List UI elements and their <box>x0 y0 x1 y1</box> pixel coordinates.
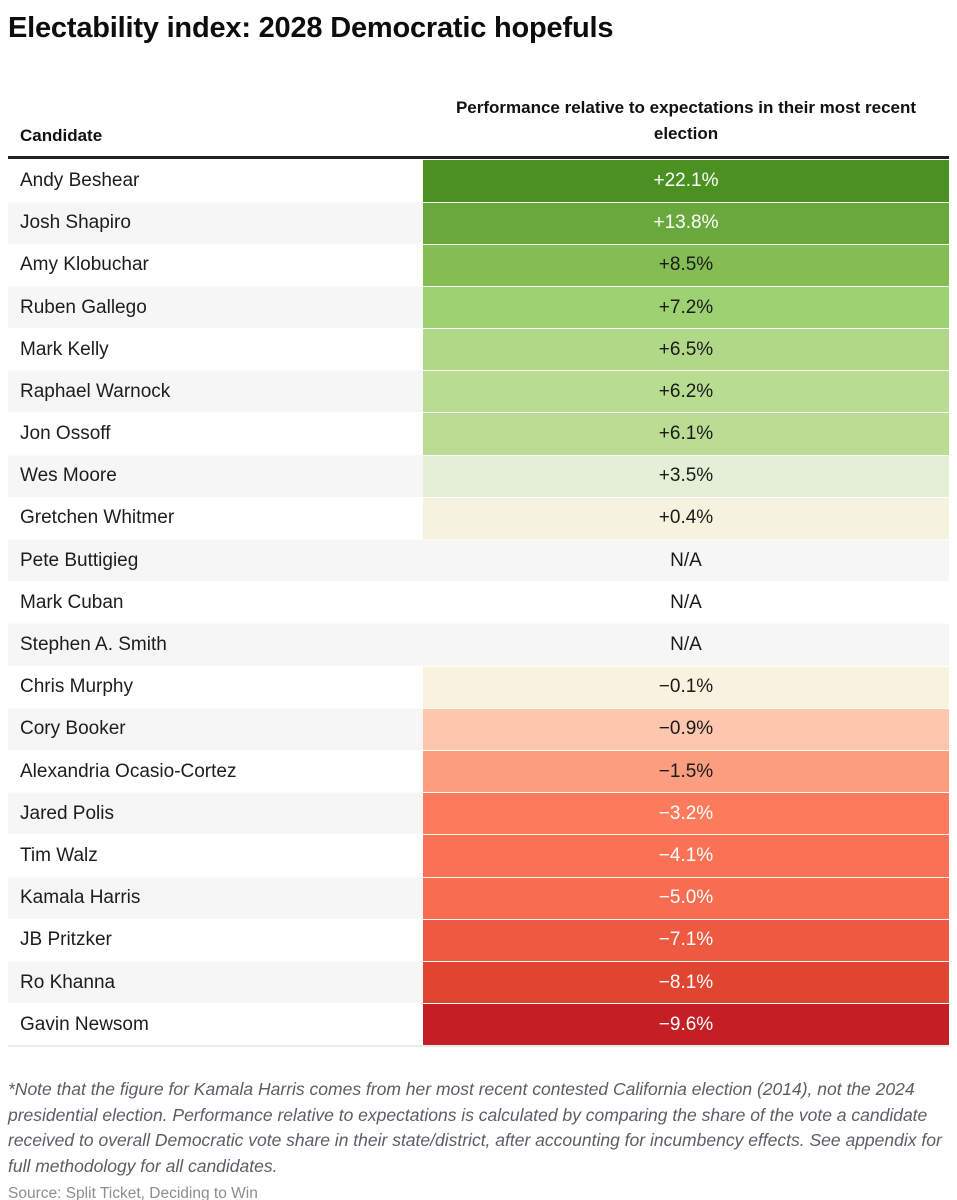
table-row: Ro Khanna −8.1% <box>8 960 949 1004</box>
performance-value-cell: +22.1% <box>423 160 949 202</box>
performance-value-cell: −3.2% <box>423 793 949 835</box>
table-row: Jon Ossoff +6.1% <box>8 412 949 455</box>
candidate-name: Ro Khanna <box>20 971 116 993</box>
performance-value-cell: +6.2% <box>423 371 949 413</box>
source-credit: Source: Split Ticket, Deciding to Win <box>8 1185 258 1200</box>
performance-value-cell: +13.8% <box>423 202 949 244</box>
candidate-name: Ruben Gallego <box>20 296 147 318</box>
performance-value-cell: −0.9% <box>423 708 949 750</box>
table-row: Wes Moore +3.5% <box>8 454 949 497</box>
candidate-name: Mark Cuban <box>20 591 124 613</box>
candidate-name: Jared Polis <box>20 802 114 824</box>
table-row: Mark Kelly +6.5% <box>8 328 949 371</box>
performance-value-cell: +8.5% <box>423 244 949 286</box>
candidate-name: Pete Buttigieg <box>20 549 139 571</box>
table-row: Cory Booker −0.9% <box>8 707 949 750</box>
candidate-name: Josh Shapiro <box>20 212 131 234</box>
performance-value-cell: N/A <box>670 634 702 655</box>
candidate-name: Cory Booker <box>20 718 126 740</box>
candidate-name: JB Pritzker <box>20 929 112 951</box>
table-row: Alexandria Ocasio-Cortez −1.5% <box>8 749 949 793</box>
table-row: Mark Cuban N/A <box>8 581 949 623</box>
performance-value-cell: +6.5% <box>423 329 949 371</box>
column-header-candidate: Candidate <box>20 126 103 146</box>
candidate-name: Gavin Newsom <box>20 1013 149 1035</box>
table-row: Ruben Gallego +7.2% <box>8 285 949 329</box>
table-row: JB Pritzker −7.1% <box>8 918 949 961</box>
chart-title: Electability index: 2028 Democratic hope… <box>8 12 614 44</box>
performance-value-cell: −5.0% <box>423 877 949 919</box>
candidate-name: Tim Walz <box>20 844 98 866</box>
table-row: Gretchen Whitmer +0.4% <box>8 496 949 540</box>
performance-value-cell: +7.2% <box>423 286 949 329</box>
table-row: Andy Beshear +22.1% <box>8 159 949 202</box>
candidate-name: Kamala Harris <box>20 887 141 909</box>
candidate-name: Gretchen Whitmer <box>20 507 175 529</box>
candidate-name: Mark Kelly <box>20 338 109 360</box>
performance-value-cell: −8.1% <box>423 961 949 1004</box>
candidate-name: Alexandria Ocasio-Cortez <box>20 760 237 782</box>
table-row: Pete Buttigieg N/A <box>8 539 949 582</box>
candidate-name: Stephen A. Smith <box>20 634 167 655</box>
table-row: Chris Murphy −0.1% <box>8 665 949 708</box>
performance-value-cell: −0.1% <box>423 666 949 708</box>
table-row: Tim Walz −4.1% <box>8 834 949 877</box>
table-body: Andy Beshear +22.1% Josh Shapiro +13.8% Amy … <box>8 159 949 1048</box>
table-row: Amy Klobuchar +8.5% <box>8 243 949 286</box>
performance-value-cell: −9.6% <box>423 1004 949 1046</box>
performance-value-cell: N/A <box>670 591 702 613</box>
table-row: Josh Shapiro +13.8% <box>8 201 949 244</box>
candidate-name: Andy Beshear <box>20 169 140 191</box>
performance-value-cell: −1.5% <box>423 750 949 793</box>
table-row: Jared Polis −3.2% <box>8 792 949 835</box>
table-header-row: Candidate Performance relative to expect… <box>8 95 949 160</box>
performance-value-cell: N/A <box>670 549 702 571</box>
column-header-performance: Performance relative to expectations in … <box>455 98 917 143</box>
performance-value-cell: +6.1% <box>423 413 949 455</box>
candidate-name: Raphael Warnock <box>20 380 171 402</box>
footnote-text: *Note that the figure for Kamala Harris … <box>8 1079 942 1176</box>
performance-value-cell: −7.1% <box>423 919 949 961</box>
table-row: Stephen A. Smith N/A <box>8 623 949 666</box>
candidate-name: Amy Klobuchar <box>20 254 149 276</box>
performance-value-cell: +3.5% <box>423 455 949 497</box>
performance-value-cell: −4.1% <box>423 835 949 877</box>
table-row: Gavin Newsom −9.6% <box>8 1003 949 1046</box>
table-row: Raphael Warnock +6.2% <box>8 370 949 413</box>
candidate-name: Jon Ossoff <box>20 423 111 445</box>
candidate-name: Wes Moore <box>20 465 117 487</box>
candidate-name: Chris Murphy <box>20 676 133 698</box>
performance-value-cell: +0.4% <box>423 497 949 540</box>
table-row: Kamala Harris −5.0% <box>8 876 949 919</box>
